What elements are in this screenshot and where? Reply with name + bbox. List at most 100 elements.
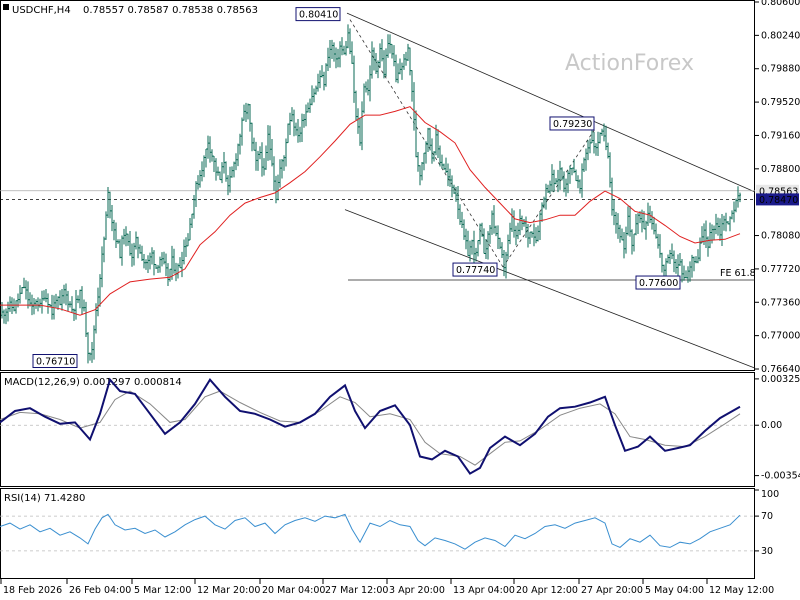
candle xyxy=(509,222,511,245)
candle xyxy=(609,152,611,188)
candle xyxy=(227,175,229,196)
candle xyxy=(263,158,265,176)
candle xyxy=(661,252,663,273)
candle xyxy=(405,51,407,66)
candle xyxy=(499,237,501,250)
candle xyxy=(141,245,143,261)
candle xyxy=(25,280,27,300)
candle xyxy=(681,259,683,283)
candle xyxy=(617,213,619,239)
rsi-line xyxy=(0,513,741,550)
candle xyxy=(145,259,147,270)
candle xyxy=(581,163,583,198)
candle xyxy=(629,205,631,237)
candle xyxy=(205,148,207,168)
candle xyxy=(691,254,693,278)
macd-line xyxy=(0,377,741,475)
candle xyxy=(75,290,77,320)
candle xyxy=(183,239,185,265)
candle xyxy=(383,50,385,79)
candle xyxy=(419,165,421,186)
candle xyxy=(615,211,617,234)
candle xyxy=(659,234,661,258)
candle xyxy=(567,170,569,194)
swing-label: 0.76710 xyxy=(32,354,78,369)
time-tick-label: 20 Mar 04:00 xyxy=(262,585,325,596)
header-ohlc: 0.78557 0.78587 0.78538 0.78563 xyxy=(83,5,258,16)
candle xyxy=(655,223,657,239)
swing-label-text: 0.77740 xyxy=(456,265,495,276)
swing-label-box xyxy=(635,275,681,290)
candle xyxy=(507,234,509,260)
swing-label-text: 0.79230 xyxy=(553,119,592,130)
candle xyxy=(153,250,155,276)
candle xyxy=(309,98,311,113)
candle xyxy=(485,239,487,259)
candle xyxy=(285,138,287,167)
candle xyxy=(721,213,723,246)
candle xyxy=(597,131,599,156)
candle xyxy=(727,221,729,225)
rsi-title: RSI(14) 71.4280 xyxy=(4,493,85,504)
candle xyxy=(345,41,347,56)
candle xyxy=(107,187,109,219)
candle xyxy=(545,183,547,210)
candle xyxy=(531,231,533,238)
rsi-tick-label: 30 xyxy=(761,546,773,557)
candle xyxy=(557,169,559,193)
candle xyxy=(389,34,391,54)
candle xyxy=(303,114,305,128)
candle xyxy=(269,125,271,161)
candle xyxy=(79,289,81,309)
price-tick-label: 0.78800 xyxy=(761,164,800,175)
candle xyxy=(563,171,565,193)
candle xyxy=(45,289,47,303)
header-menu-icon[interactable] xyxy=(3,4,9,10)
candle xyxy=(237,143,239,167)
candle xyxy=(695,256,697,264)
candle xyxy=(181,251,183,278)
candle xyxy=(49,303,51,307)
candle xyxy=(333,42,335,62)
candle xyxy=(461,211,463,228)
candle xyxy=(377,60,379,79)
candle xyxy=(101,246,103,288)
candle xyxy=(241,117,243,146)
candle xyxy=(503,250,505,277)
candle xyxy=(495,225,497,237)
candle xyxy=(115,222,117,248)
candle xyxy=(593,131,595,154)
candle xyxy=(379,43,381,68)
candle xyxy=(423,152,425,171)
candle xyxy=(449,168,451,187)
candle xyxy=(671,243,673,260)
candle xyxy=(477,240,479,257)
candle xyxy=(349,28,351,55)
candle xyxy=(335,47,337,69)
candle xyxy=(327,47,329,71)
candle xyxy=(385,48,387,77)
candle xyxy=(317,73,319,92)
candle xyxy=(139,244,141,254)
price-tick-label: 0.79160 xyxy=(761,130,800,141)
candle xyxy=(657,233,659,249)
candle xyxy=(429,127,431,151)
candle xyxy=(39,298,41,308)
candle xyxy=(351,41,353,64)
time-tick-label: 13 Apr 04:00 xyxy=(453,585,515,596)
candle xyxy=(93,325,95,360)
candle xyxy=(197,175,199,190)
candle xyxy=(207,135,209,159)
candle xyxy=(663,264,665,277)
candle xyxy=(395,54,397,83)
candle xyxy=(471,239,473,255)
rsi-panel-frame xyxy=(0,488,755,579)
candle xyxy=(555,178,557,185)
candle xyxy=(359,117,361,146)
candle xyxy=(105,211,107,240)
candle xyxy=(425,141,427,164)
moving-average-line xyxy=(0,106,741,316)
candle xyxy=(443,163,445,170)
candle xyxy=(479,223,481,245)
candle xyxy=(69,301,71,308)
